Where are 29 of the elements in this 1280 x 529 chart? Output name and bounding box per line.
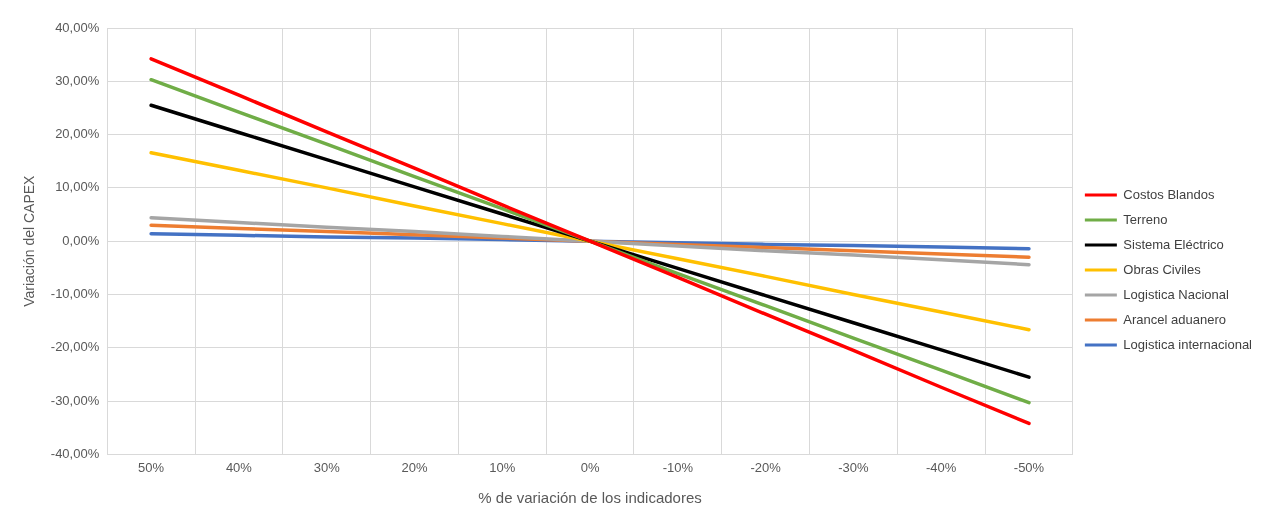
x-tick-label: -20%	[750, 459, 782, 475]
x-tick-label: 20%	[401, 459, 428, 475]
legend-label: Logistica Nacional	[1123, 286, 1229, 302]
legend-label: Sistema Eléctrico	[1123, 236, 1224, 252]
y-tick-label: 0,00%	[62, 232, 100, 248]
y-tick-label: -40,00%	[50, 445, 100, 461]
x-tick-label: -50%	[1013, 459, 1045, 475]
y-tick-label: 20,00%	[55, 126, 100, 142]
x-tick-label: 0%	[580, 459, 600, 475]
y-tick-label: 40,00%	[55, 19, 100, 35]
x-tick-label: 10%	[489, 459, 516, 475]
x-tick-label: -10%	[662, 459, 694, 475]
legend-label: Terreno	[1123, 211, 1168, 227]
x-axis-title: % de variación de los indicadores	[478, 489, 702, 507]
y-axis-title: Variación del CAPEX	[21, 174, 38, 307]
x-tick-label: 30%	[313, 459, 341, 475]
legend-label: Logistica internacional	[1123, 336, 1253, 352]
legend-label: Obras Civiles	[1123, 261, 1202, 277]
legend-label: Costos Blandos	[1123, 186, 1215, 202]
y-tick-label: -30,00%	[50, 392, 100, 408]
y-tick-label: 10,00%	[55, 179, 100, 195]
x-tick-label: 50%	[138, 459, 165, 475]
x-tick-label: -40%	[926, 459, 957, 475]
legend-label: Arancel aduanero	[1123, 311, 1227, 327]
y-tick-label: -10,00%	[50, 286, 100, 302]
y-tick-label: 30,00%	[55, 72, 100, 88]
x-tick-label: 40%	[225, 459, 253, 475]
y-tick-label: -20,00%	[50, 339, 100, 355]
x-tick-label: -30%	[838, 459, 870, 475]
